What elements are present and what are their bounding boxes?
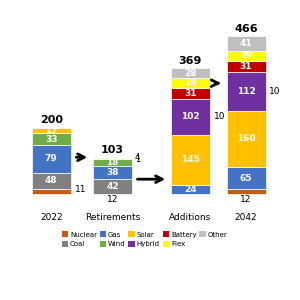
- Bar: [171, 78, 210, 88]
- Text: 369: 369: [179, 56, 202, 66]
- Bar: [226, 51, 266, 61]
- Text: 112: 112: [237, 87, 255, 96]
- Bar: [32, 145, 71, 172]
- Bar: [226, 61, 266, 72]
- Text: 10: 10: [269, 87, 281, 96]
- Text: 102: 102: [181, 112, 200, 121]
- Text: 145: 145: [181, 155, 200, 164]
- Text: 29: 29: [240, 51, 252, 60]
- Bar: [93, 158, 132, 159]
- Text: 28: 28: [184, 68, 196, 77]
- Text: 11: 11: [75, 185, 86, 194]
- Bar: [32, 172, 71, 189]
- Text: 42: 42: [106, 182, 119, 191]
- Bar: [32, 134, 71, 145]
- Text: 160: 160: [237, 134, 255, 143]
- Text: 200: 200: [40, 115, 63, 125]
- Text: 38: 38: [106, 168, 119, 177]
- Text: 17: 17: [45, 126, 58, 135]
- Bar: [171, 185, 210, 194]
- Bar: [93, 166, 132, 179]
- Bar: [226, 36, 266, 51]
- Bar: [226, 189, 266, 194]
- Text: 1: 1: [135, 155, 140, 164]
- Text: 18: 18: [106, 158, 119, 167]
- Bar: [226, 167, 266, 189]
- Legend: Nuclear, Coal, Gas, Wind, Solar, Hybrid, Battery, Flex, Other: Nuclear, Coal, Gas, Wind, Solar, Hybrid,…: [59, 229, 230, 250]
- Bar: [171, 99, 210, 134]
- Text: 10: 10: [214, 112, 225, 121]
- Bar: [171, 68, 210, 78]
- Bar: [93, 159, 132, 166]
- Bar: [171, 88, 210, 99]
- Text: 4: 4: [135, 153, 140, 162]
- Bar: [32, 128, 71, 134]
- Bar: [93, 179, 132, 194]
- Text: 12: 12: [107, 194, 118, 203]
- Text: 24: 24: [184, 185, 197, 194]
- Text: 48: 48: [45, 176, 58, 185]
- Text: 31: 31: [240, 62, 252, 71]
- Text: 41: 41: [240, 39, 252, 48]
- Text: 33: 33: [45, 135, 57, 144]
- Bar: [32, 189, 71, 194]
- Text: 29: 29: [184, 79, 197, 88]
- Text: 103: 103: [101, 145, 124, 155]
- Text: 31: 31: [184, 89, 196, 98]
- Text: 79: 79: [45, 154, 58, 163]
- Text: 65: 65: [240, 173, 252, 182]
- Text: 12: 12: [240, 194, 252, 203]
- Bar: [171, 134, 210, 185]
- Bar: [226, 72, 266, 111]
- Text: 466: 466: [234, 24, 258, 34]
- Bar: [226, 111, 266, 167]
